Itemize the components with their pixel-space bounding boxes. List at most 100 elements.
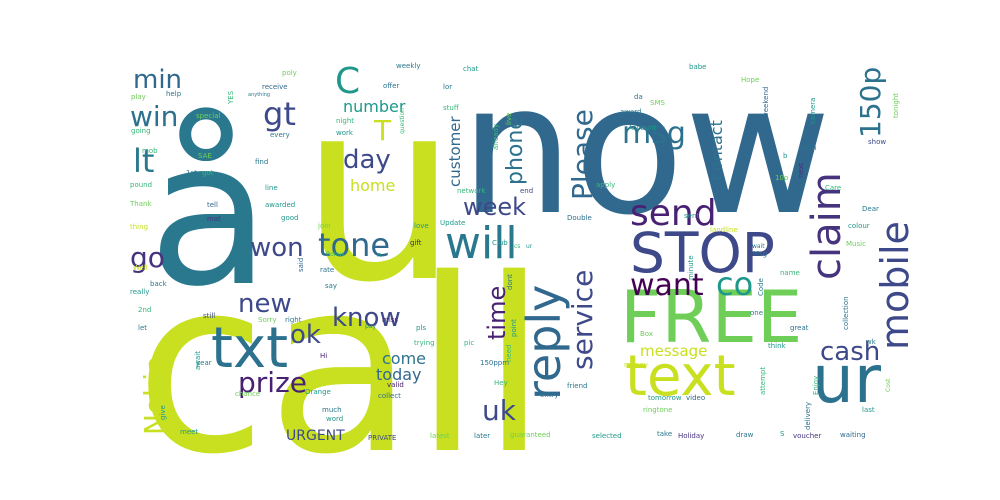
cloud-word: sent [684,212,699,220]
cloud-word: question [399,108,406,134]
cloud-word: Msg [753,250,767,258]
cloud-word: landline [710,226,738,234]
cloud-word: chat [463,65,479,73]
cloud-word: great [790,324,809,332]
cloud-word: weekly [396,62,420,70]
cloud-word: S [780,430,785,438]
cloud-word: day [343,145,391,175]
cloud-word: selected [592,432,622,440]
cloud-word: Holiday [678,432,704,440]
cloud-word: receive [262,83,288,91]
cloud-word: trying [414,339,435,347]
cloud-word: phone [503,116,528,185]
cloud-word: entry [540,391,559,399]
cloud-word: tonight [892,93,900,118]
cloud-word: mobile [873,221,917,350]
cloud-word: anything [248,92,270,98]
cloud-word: will [445,218,518,269]
cloud-word: text [625,344,736,409]
cloud-word: PRIVATE [368,434,396,442]
cloud-word: SAE [198,152,212,160]
cloud-word: Double [567,214,592,222]
cloud-word: msg [622,116,686,151]
cloud-word: cs [514,243,520,250]
cloud-word: know [332,303,401,333]
cloud-word: guaranteed [510,431,551,439]
cloud-word: join [317,222,331,230]
cloud-word: voucher [793,432,821,440]
cloud-word: offer [383,82,399,90]
cloud-word: Account [628,124,657,132]
cloud-word: awarded [265,201,295,209]
cloud-word: really [130,288,149,296]
cloud-word: right [285,316,302,324]
cloud-word: award [620,108,642,116]
cloud-word: Enjoy [812,376,820,395]
cloud-word: pls [416,324,426,332]
cloud-word: Dear [862,205,879,213]
cloud-word: Hi [320,352,327,360]
cloud-word: co [716,265,753,303]
cloud-word: claim [804,172,850,280]
cloud-word: lor [443,83,452,91]
cloud-word: got [202,169,214,177]
cloud-word: tomorrow [648,394,682,402]
cloud-word: find [255,158,268,166]
cloud-word: mat [207,215,221,223]
cloud-word: C [335,61,360,102]
cloud-word: reply [517,285,571,400]
cloud-word: tell [207,201,218,209]
cloud-word: going [131,127,151,135]
cloud-word: cash [820,337,880,367]
cloud-word: next [797,162,805,178]
cloud-word: Hey [494,379,508,387]
cloud-word: stuff [443,104,459,112]
cloud-word: ringtone [643,406,672,414]
cloud-word: meet [180,428,198,436]
cloud-word: wait [752,243,765,250]
cloud-word: every [270,131,290,139]
cloud-word: Cost [885,378,892,392]
cloud-word: delivery [804,402,812,430]
cloud-word: apply [596,181,615,189]
cloud-word: message [640,342,707,360]
cloud-word: ur [812,341,882,418]
cloud-word: waiting [840,431,866,439]
cloud-word: Orange [305,388,331,396]
cloud-word: Thank [129,200,152,208]
cloud-word: STOP [630,221,775,285]
cloud-word: play [131,93,146,101]
cloud-word: Code [757,278,765,296]
cloud-word: time [483,286,511,340]
cloud-word: gift [410,239,422,247]
cloud-word: YES [227,90,235,105]
cloud-word: collect [378,392,401,400]
cloud-word: friend [567,382,587,390]
cloud-word: word [326,415,343,423]
cloud-word: babe [689,63,706,71]
cloud-word: help [166,90,182,98]
cloud-word: ur [526,243,533,250]
cloud-word: said [297,258,305,272]
cloud-word: name [780,269,800,277]
cloud-word: take [657,430,672,438]
cloud-word: å [148,98,271,331]
cloud-word: ok [290,320,321,350]
cloud-word: end [520,187,533,195]
cloud-word: work [336,129,354,137]
cloud-word: gt [263,95,296,133]
cloud-word: rate [320,266,334,274]
cloud-word: come [382,349,426,368]
cloud-word: chance [235,390,260,398]
cloud-word: today [376,365,422,384]
cloud-word: 2nd [138,306,151,314]
cloud-word: show [868,138,886,146]
cloud-word: service [566,270,599,370]
cloud-word: 1st [186,169,197,177]
cloud-word: point [510,319,518,337]
cloud-word: say [325,282,337,290]
cloud-word: give [159,405,167,420]
cloud-word: video [686,394,705,402]
cloud-word: Update [440,219,465,227]
